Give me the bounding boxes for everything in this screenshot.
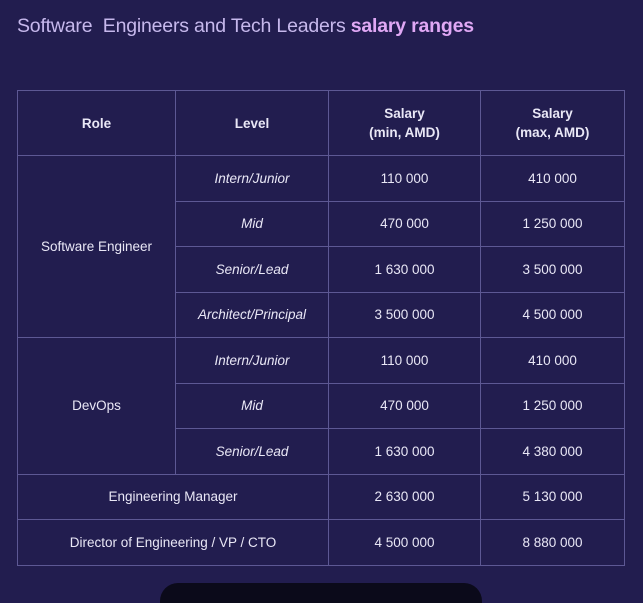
salary-max-cell: 1 250 000 bbox=[480, 200, 625, 247]
table-row: Architect/Principal 3 500 000 4 500 000 bbox=[18, 291, 625, 338]
salary-max-cell: 410 000 bbox=[480, 155, 625, 202]
role-cell: DevOps bbox=[17, 337, 176, 475]
table-row: Senior/Lead 1 630 000 4 380 000 bbox=[18, 428, 625, 475]
level-cell: Intern/Junior bbox=[175, 155, 329, 202]
header-salary-min-line1: Salary bbox=[384, 106, 425, 121]
salary-min-cell: 1 630 000 bbox=[328, 246, 481, 293]
title-highlight: salary ranges bbox=[350, 15, 474, 37]
salary-max-cell: 4 500 000 bbox=[480, 291, 625, 338]
salary-max-cell: 3 500 000 bbox=[480, 246, 625, 293]
table-row: Mid 470 000 1 250 000 bbox=[18, 382, 625, 429]
table-header-row: Role Level Salary (min, AMD) Salary (max… bbox=[17, 90, 625, 156]
salary-max-cell: 8 880 000 bbox=[480, 519, 625, 566]
table-row: Mid 470 000 1 250 000 bbox=[18, 200, 625, 247]
salary-max-cell: 4 380 000 bbox=[480, 428, 625, 475]
salary-min-cell: 2 630 000 bbox=[328, 473, 481, 520]
header-level: Level bbox=[175, 90, 329, 156]
table-row: DevOps Intern/Junior 110 000 410 000 bbox=[17, 337, 625, 475]
level-cell: Architect/Principal bbox=[175, 291, 329, 338]
table-row: Engineering Manager 2 630 000 5 130 000 bbox=[17, 473, 625, 520]
level-cell: Intern/Junior bbox=[175, 337, 329, 384]
salary-min-cell: 1 630 000 bbox=[328, 428, 481, 475]
salary-min-cell: 110 000 bbox=[328, 155, 481, 202]
title-prefix: Software Engineers and Tech Leaders bbox=[17, 15, 351, 37]
role-cell: Engineering Manager bbox=[17, 473, 329, 520]
level-cell: Mid bbox=[175, 200, 329, 247]
salary-min-cell: 4 500 000 bbox=[328, 519, 481, 566]
page-title: Software Engineers and Tech Leaders sala… bbox=[17, 15, 474, 38]
salary-max-cell: 5 130 000 bbox=[480, 473, 625, 520]
level-cell: Senior/Lead bbox=[175, 246, 329, 293]
table-row: Director of Engineering / VP / CTO 4 500… bbox=[17, 519, 625, 566]
salary-table: Role Level Salary (min, AMD) Salary (max… bbox=[17, 90, 625, 566]
header-salary-max: Salary (max, AMD) bbox=[480, 90, 625, 156]
salary-max-cell: 410 000 bbox=[480, 337, 625, 384]
header-salary-max-line1: Salary bbox=[532, 106, 573, 121]
level-cell: Mid bbox=[175, 382, 329, 429]
salary-min-cell: 470 000 bbox=[328, 200, 481, 247]
header-salary-min-line2: (min, AMD) bbox=[369, 125, 440, 140]
role-cell: Director of Engineering / VP / CTO bbox=[17, 519, 329, 566]
table-row: Senior/Lead 1 630 000 3 500 000 bbox=[18, 246, 625, 293]
header-role: Role bbox=[17, 90, 176, 156]
role-cell: Software Engineer bbox=[17, 155, 176, 338]
salary-min-cell: 470 000 bbox=[328, 382, 481, 429]
level-cell: Senior/Lead bbox=[175, 428, 329, 475]
header-salary-min: Salary (min, AMD) bbox=[328, 90, 481, 156]
salary-min-cell: 110 000 bbox=[328, 337, 481, 384]
salary-max-cell: 1 250 000 bbox=[480, 382, 625, 429]
salary-min-cell: 3 500 000 bbox=[328, 291, 481, 338]
table-row: Software Engineer Intern/Junior 110 000 … bbox=[17, 155, 625, 338]
header-salary-max-line2: (max, AMD) bbox=[515, 125, 590, 140]
bottom-panel-edge bbox=[160, 583, 482, 603]
